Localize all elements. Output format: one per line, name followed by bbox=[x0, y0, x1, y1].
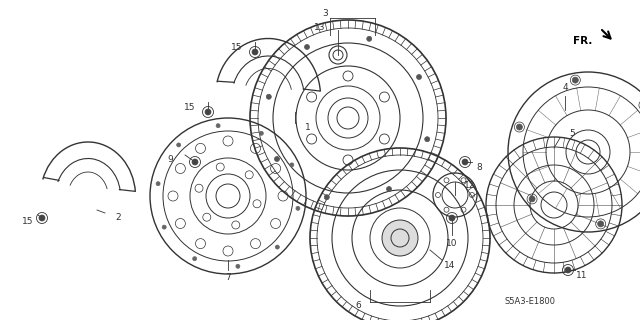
Circle shape bbox=[216, 124, 220, 128]
Text: 13: 13 bbox=[314, 23, 326, 33]
Text: FR.: FR. bbox=[573, 36, 592, 46]
Circle shape bbox=[516, 124, 522, 130]
Circle shape bbox=[382, 220, 418, 256]
Circle shape bbox=[259, 131, 263, 135]
Text: 15: 15 bbox=[22, 218, 34, 227]
Circle shape bbox=[192, 159, 198, 165]
Circle shape bbox=[565, 267, 571, 273]
Text: 2: 2 bbox=[115, 213, 121, 222]
Circle shape bbox=[324, 195, 329, 200]
Text: 3: 3 bbox=[322, 10, 328, 19]
Circle shape bbox=[162, 225, 166, 229]
Circle shape bbox=[367, 36, 372, 41]
Circle shape bbox=[296, 206, 300, 210]
Text: 10: 10 bbox=[446, 239, 458, 249]
Circle shape bbox=[290, 163, 294, 167]
Circle shape bbox=[205, 109, 211, 115]
Text: 5: 5 bbox=[569, 130, 575, 139]
Text: 8: 8 bbox=[476, 164, 482, 172]
Circle shape bbox=[39, 215, 45, 221]
Text: 11: 11 bbox=[576, 271, 588, 281]
Circle shape bbox=[177, 143, 180, 147]
Circle shape bbox=[417, 75, 422, 79]
Circle shape bbox=[598, 221, 604, 227]
Circle shape bbox=[462, 159, 468, 165]
Circle shape bbox=[449, 215, 455, 221]
Text: 9: 9 bbox=[167, 156, 173, 164]
Text: 15: 15 bbox=[184, 103, 196, 113]
Circle shape bbox=[252, 49, 258, 55]
Text: 6: 6 bbox=[355, 301, 361, 310]
Text: 14: 14 bbox=[444, 261, 456, 270]
Circle shape bbox=[236, 264, 240, 268]
Circle shape bbox=[305, 44, 310, 50]
Circle shape bbox=[266, 94, 271, 99]
Circle shape bbox=[425, 137, 429, 142]
Circle shape bbox=[275, 245, 279, 249]
Text: S5A3-E1800: S5A3-E1800 bbox=[504, 298, 556, 307]
Circle shape bbox=[572, 77, 579, 83]
Circle shape bbox=[156, 182, 160, 186]
Text: 15: 15 bbox=[231, 44, 243, 52]
Text: 4: 4 bbox=[562, 84, 568, 92]
Circle shape bbox=[193, 257, 196, 261]
Circle shape bbox=[275, 156, 280, 162]
Text: 1: 1 bbox=[305, 124, 311, 132]
Circle shape bbox=[387, 187, 392, 191]
Circle shape bbox=[529, 196, 535, 202]
Text: 7: 7 bbox=[225, 274, 231, 283]
Text: 12: 12 bbox=[464, 180, 476, 189]
